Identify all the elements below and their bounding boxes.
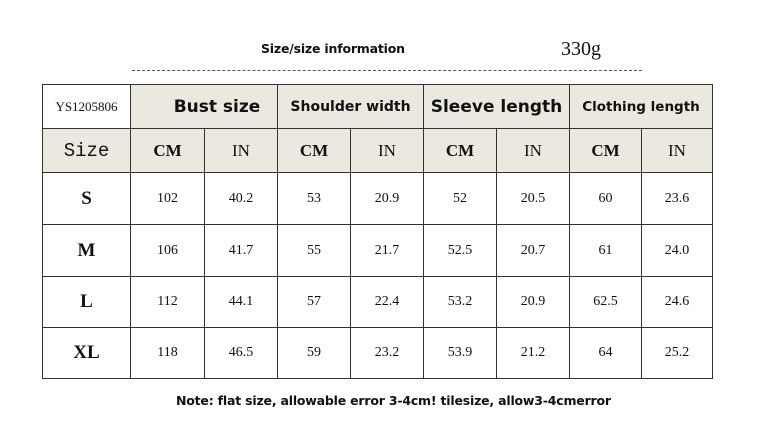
size-table: YS1205806 Bust size Shoulder width Sleev… <box>42 84 713 379</box>
product-weight: 330g <box>561 38 601 60</box>
measurement-cell: 53 <box>277 172 351 225</box>
measurement-cell: 106 <box>130 224 205 277</box>
header-sleeve-length: Sleeve length <box>423 84 570 129</box>
measurement-cell: 23.2 <box>350 327 424 379</box>
measurement-cell: 59 <box>277 327 351 379</box>
measurement-cell: 44.1 <box>204 276 278 328</box>
dashed-divider <box>132 70 642 71</box>
size-cell: S <box>42 172 131 225</box>
measurement-cell: 57 <box>277 276 351 328</box>
header-bust-size: Bust size <box>130 84 278 129</box>
unit-cm: CM <box>277 128 351 173</box>
measurement-cell: 61 <box>569 224 642 277</box>
measurement-cell: 46.5 <box>204 327 278 379</box>
unit-in: IN <box>641 128 713 173</box>
measurement-cell: 52.5 <box>423 224 497 277</box>
measurement-cell: 20.9 <box>496 276 570 328</box>
unit-cm: CM <box>423 128 497 173</box>
measurement-cell: 20.5 <box>496 172 570 225</box>
measurement-cell: 64 <box>569 327 642 379</box>
measurement-cell: 53.2 <box>423 276 497 328</box>
header-size: Size <box>42 128 131 173</box>
measurement-cell: 21.7 <box>350 224 424 277</box>
measurement-cell: 41.7 <box>204 224 278 277</box>
header-clothing-length: Clothing length <box>569 84 713 129</box>
measurement-cell: 24.6 <box>641 276 713 328</box>
measurement-cell: 25.2 <box>641 327 713 379</box>
unit-cm: CM <box>130 128 205 173</box>
table-row: XL 118 46.5 59 23.2 53.9 21.2 64 25.2 <box>42 327 713 379</box>
measurement-cell: 24.0 <box>641 224 713 277</box>
measurement-cell: 20.9 <box>350 172 424 225</box>
measurement-cell: 22.4 <box>350 276 424 328</box>
measurement-note: Note: flat size, allowable error 3-4cm! … <box>176 393 611 408</box>
unit-in: IN <box>204 128 278 173</box>
header-shoulder-width: Shoulder width <box>277 84 424 129</box>
model-number: YS1205806 <box>42 84 131 129</box>
unit-in: IN <box>496 128 570 173</box>
measurement-cell: 102 <box>130 172 205 225</box>
measurement-cell: 21.2 <box>496 327 570 379</box>
measurement-cell: 20.7 <box>496 224 570 277</box>
measurement-cell: 52 <box>423 172 497 225</box>
unit-in: IN <box>350 128 424 173</box>
measurement-cell: 53.9 <box>423 327 497 379</box>
measurement-cell: 118 <box>130 327 205 379</box>
chart-title: Size/size information <box>261 41 405 56</box>
measurement-cell: 55 <box>277 224 351 277</box>
measurement-cell: 62.5 <box>569 276 642 328</box>
measurement-cell: 23.6 <box>641 172 713 225</box>
size-cell: XL <box>42 327 131 379</box>
table-row: L 112 44.1 57 22.4 53.2 20.9 62.5 24.6 <box>42 276 713 328</box>
size-cell: L <box>42 276 131 328</box>
table-row: M 106 41.7 55 21.7 52.5 20.7 61 24.0 <box>42 224 713 277</box>
unit-cm: CM <box>569 128 642 173</box>
measurement-cell: 112 <box>130 276 205 328</box>
measurement-cell: 40.2 <box>204 172 278 225</box>
size-cell: M <box>42 224 131 277</box>
table-row: S 102 40.2 53 20.9 52 20.5 60 23.6 <box>42 172 713 225</box>
measurement-cell: 60 <box>569 172 642 225</box>
